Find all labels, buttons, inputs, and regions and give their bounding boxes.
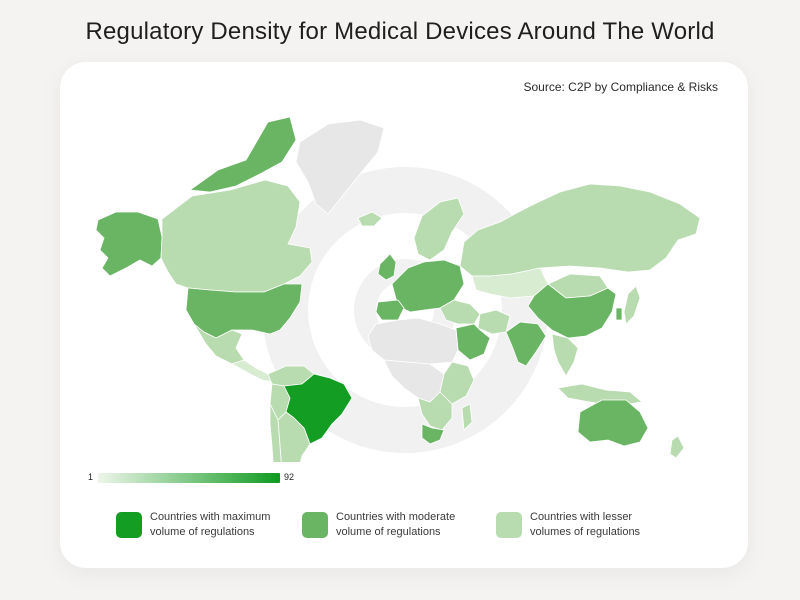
region-russia[interactable] bbox=[459, 183, 701, 277]
scale-gradient-bar bbox=[98, 473, 280, 483]
region-iceland[interactable] bbox=[357, 211, 383, 227]
page-title: Regulatory Density for Medical Devices A… bbox=[85, 18, 715, 45]
region-alaska[interactable] bbox=[95, 211, 163, 277]
region-united-kingdom[interactable] bbox=[377, 253, 397, 281]
legend-label-lesser: Countries with lesser volumes of regulat… bbox=[530, 511, 641, 538]
region-southeast-asia[interactable] bbox=[551, 333, 579, 377]
region-japan[interactable] bbox=[623, 285, 641, 325]
region-chile[interactable] bbox=[269, 403, 284, 462]
legend-swatch-lesser bbox=[496, 512, 522, 538]
region-southern-africa[interactable] bbox=[417, 391, 453, 431]
region-south-africa[interactable] bbox=[421, 423, 445, 445]
legend-swatch-maximum bbox=[116, 512, 142, 538]
region-east-africa[interactable] bbox=[439, 361, 475, 405]
legend-label-maximum: Countries with maximum volume of regulat… bbox=[150, 511, 271, 538]
region-iran[interactable] bbox=[477, 309, 511, 335]
legend-label-moderate: Countries with moderate volume of regula… bbox=[336, 511, 456, 538]
region-europe[interactable] bbox=[391, 259, 465, 313]
region-china[interactable] bbox=[527, 283, 617, 339]
legend: Countries with maximum volume of regulat… bbox=[60, 510, 748, 550]
world-map bbox=[95, 116, 701, 462]
region-scandinavia[interactable] bbox=[413, 197, 465, 261]
color-scale: 1 92 bbox=[88, 468, 294, 488]
scale-min-label: 1 bbox=[88, 472, 94, 482]
region-central-america[interactable] bbox=[231, 359, 275, 383]
map-card: Source: C2P by Compliance & Risks bbox=[60, 62, 748, 568]
region-middle-east[interactable] bbox=[439, 299, 481, 325]
source-label: Source: C2P by Compliance & Risks bbox=[523, 80, 718, 94]
region-central-africa[interactable] bbox=[383, 359, 445, 403]
region-new-zealand[interactable] bbox=[669, 435, 685, 459]
region-spain[interactable] bbox=[375, 299, 405, 321]
region-canadian-arctic-islands[interactable] bbox=[189, 116, 297, 193]
region-mexico[interactable] bbox=[193, 323, 245, 365]
region-madagascar[interactable] bbox=[461, 403, 473, 431]
region-argentina[interactable] bbox=[277, 411, 311, 462]
region-india[interactable] bbox=[505, 321, 547, 367]
region-australia[interactable] bbox=[577, 399, 649, 447]
scale-max-label: 92 bbox=[284, 472, 295, 482]
region-saudi-arabia[interactable] bbox=[455, 323, 491, 361]
legend-swatch-moderate bbox=[302, 512, 328, 538]
region-south-korea[interactable] bbox=[615, 307, 623, 321]
region-canada[interactable] bbox=[160, 179, 313, 293]
region-greenland[interactable] bbox=[295, 119, 385, 215]
